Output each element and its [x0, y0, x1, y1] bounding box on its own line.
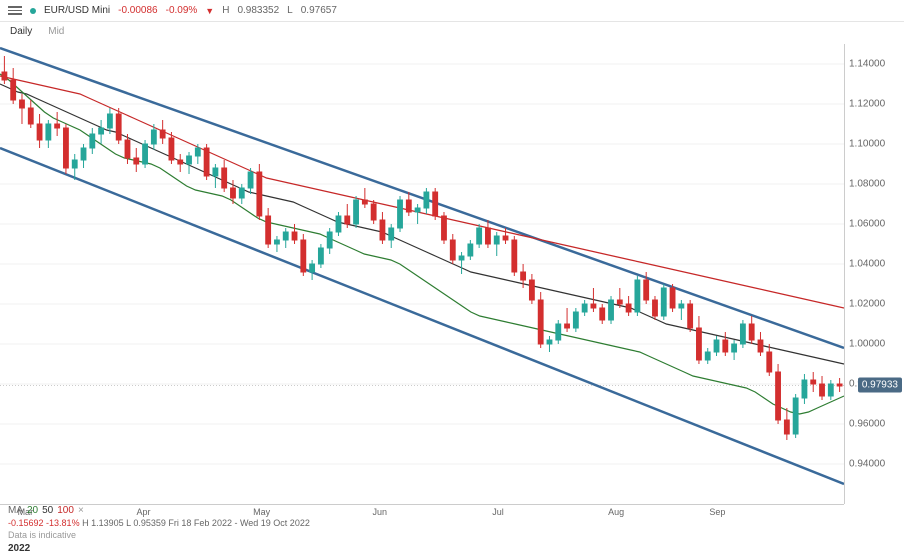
price-change: -0.00086 [118, 5, 157, 16]
stats-range: Fri 18 Feb 2022 - Wed 19 Oct 2022 [168, 518, 309, 528]
price-change-pct: -0.09% [166, 5, 198, 16]
chart-header: EUR/USD Mini -0.00086 -0.09% ▼ H 0.98335… [0, 0, 904, 22]
ma50-label[interactable]: 50 [42, 505, 53, 516]
y-tick-label: 1.00000 [849, 339, 885, 350]
y-tick-label: 1.04000 [849, 259, 885, 270]
stats-l-label: L [126, 518, 131, 528]
symbol-name[interactable]: EUR/USD Mini [44, 5, 110, 16]
y-tick-label: 1.14000 [849, 59, 885, 70]
y-tick-label: 1.02000 [849, 299, 885, 310]
y-tick-label: 0.96000 [849, 419, 885, 430]
indicator-label: MA [8, 505, 23, 516]
y-tick-label: 1.08000 [849, 179, 885, 190]
indicator-row: MA 20 50 100 × [8, 505, 84, 516]
stats-h-label: H [82, 518, 89, 528]
data-indicative-label: Data is indicative [8, 530, 76, 540]
chart-svg[interactable] [0, 44, 844, 504]
year-label: 2022 [8, 543, 30, 554]
ma20-label[interactable]: 20 [27, 505, 38, 516]
y-tick-label: 1.10000 [849, 139, 885, 150]
menu-icon[interactable] [8, 6, 22, 15]
x-tick-label: Sep [709, 507, 725, 517]
stats-low: 0.95359 [133, 518, 166, 528]
y-tick-label: 1.06000 [849, 219, 885, 230]
x-tick-label: Aug [608, 507, 624, 517]
low-label: L [287, 5, 293, 16]
x-tick-label: Jul [492, 507, 504, 517]
stats-high: 1.13905 [91, 518, 124, 528]
high-value: 0.983352 [237, 5, 279, 16]
high-label: H [222, 5, 229, 16]
stats-change-pct: -13.81% [46, 518, 80, 528]
x-tick-label: May [253, 507, 270, 517]
timeframe-daily[interactable]: Daily [10, 26, 32, 37]
ma100-label[interactable]: 100 [57, 505, 74, 516]
y-tick-label: 0.94000 [849, 459, 885, 470]
chart-window: EUR/USD Mini -0.00086 -0.09% ▼ H 0.98335… [0, 0, 904, 554]
arrow-down-icon: ▼ [205, 6, 214, 16]
stats-row: -0.15692 -13.81% H 1.13905 L 0.95359 Fri… [8, 518, 310, 528]
close-icon[interactable]: × [78, 505, 84, 516]
y-tick-label: 1.12000 [849, 99, 885, 110]
plot-area[interactable] [0, 44, 844, 504]
current-price-label: 0.97933 [858, 378, 902, 393]
x-tick-label: Jun [373, 507, 388, 517]
stats-change: -0.15692 [8, 518, 44, 528]
x-tick-label: Apr [136, 507, 150, 517]
y-axis: 0.940000.960000.980001.000001.020001.040… [844, 44, 904, 504]
status-dot-icon [30, 8, 36, 14]
timeframe-row: Daily Mid [0, 22, 904, 41]
low-value: 0.97657 [301, 5, 337, 16]
timeframe-mid[interactable]: Mid [48, 26, 64, 37]
